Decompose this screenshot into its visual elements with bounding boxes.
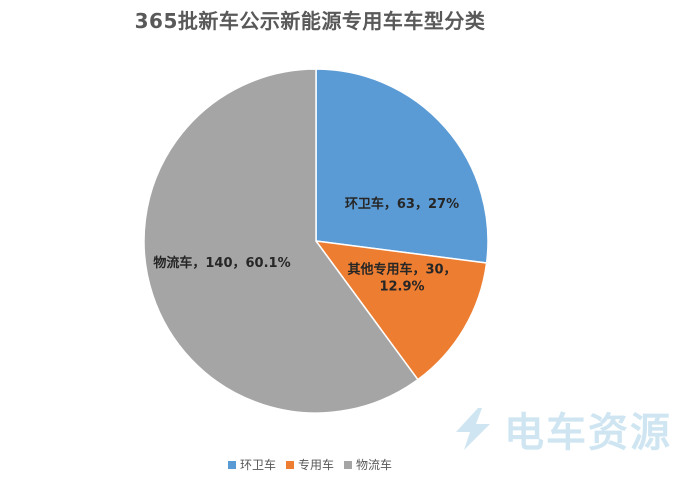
legend-label: 专用车 [297,458,334,472]
pie-slice [315,68,489,264]
slice-data-label: 其他专用车，30， 12.9% [347,262,456,295]
legend-label: 物流车 [356,458,393,472]
watermark-text: 电车资源 [504,410,672,456]
legend-item: 专用车 [285,456,334,473]
chart-title: 365批新车公示新能源专用车车型分类 [134,9,486,33]
lightning-logo-icon [456,408,490,450]
watermark: 电车资源 [448,404,672,456]
legend-label: 环卫车 [239,458,276,472]
slice-data-label: 环卫车，63，27% [345,196,459,212]
legend-swatch [344,460,352,469]
pie-slice [314,240,488,381]
legend-item: 物流车 [344,456,392,473]
legend-swatch [227,460,236,469]
legend-swatch [285,460,294,469]
legend: 环卫车 专用车 物流车 [0,456,620,473]
slice-data-label: 物流车，140，60.1% [153,255,290,271]
legend-item: 环卫车 [227,456,276,473]
pie-slice [143,68,419,414]
